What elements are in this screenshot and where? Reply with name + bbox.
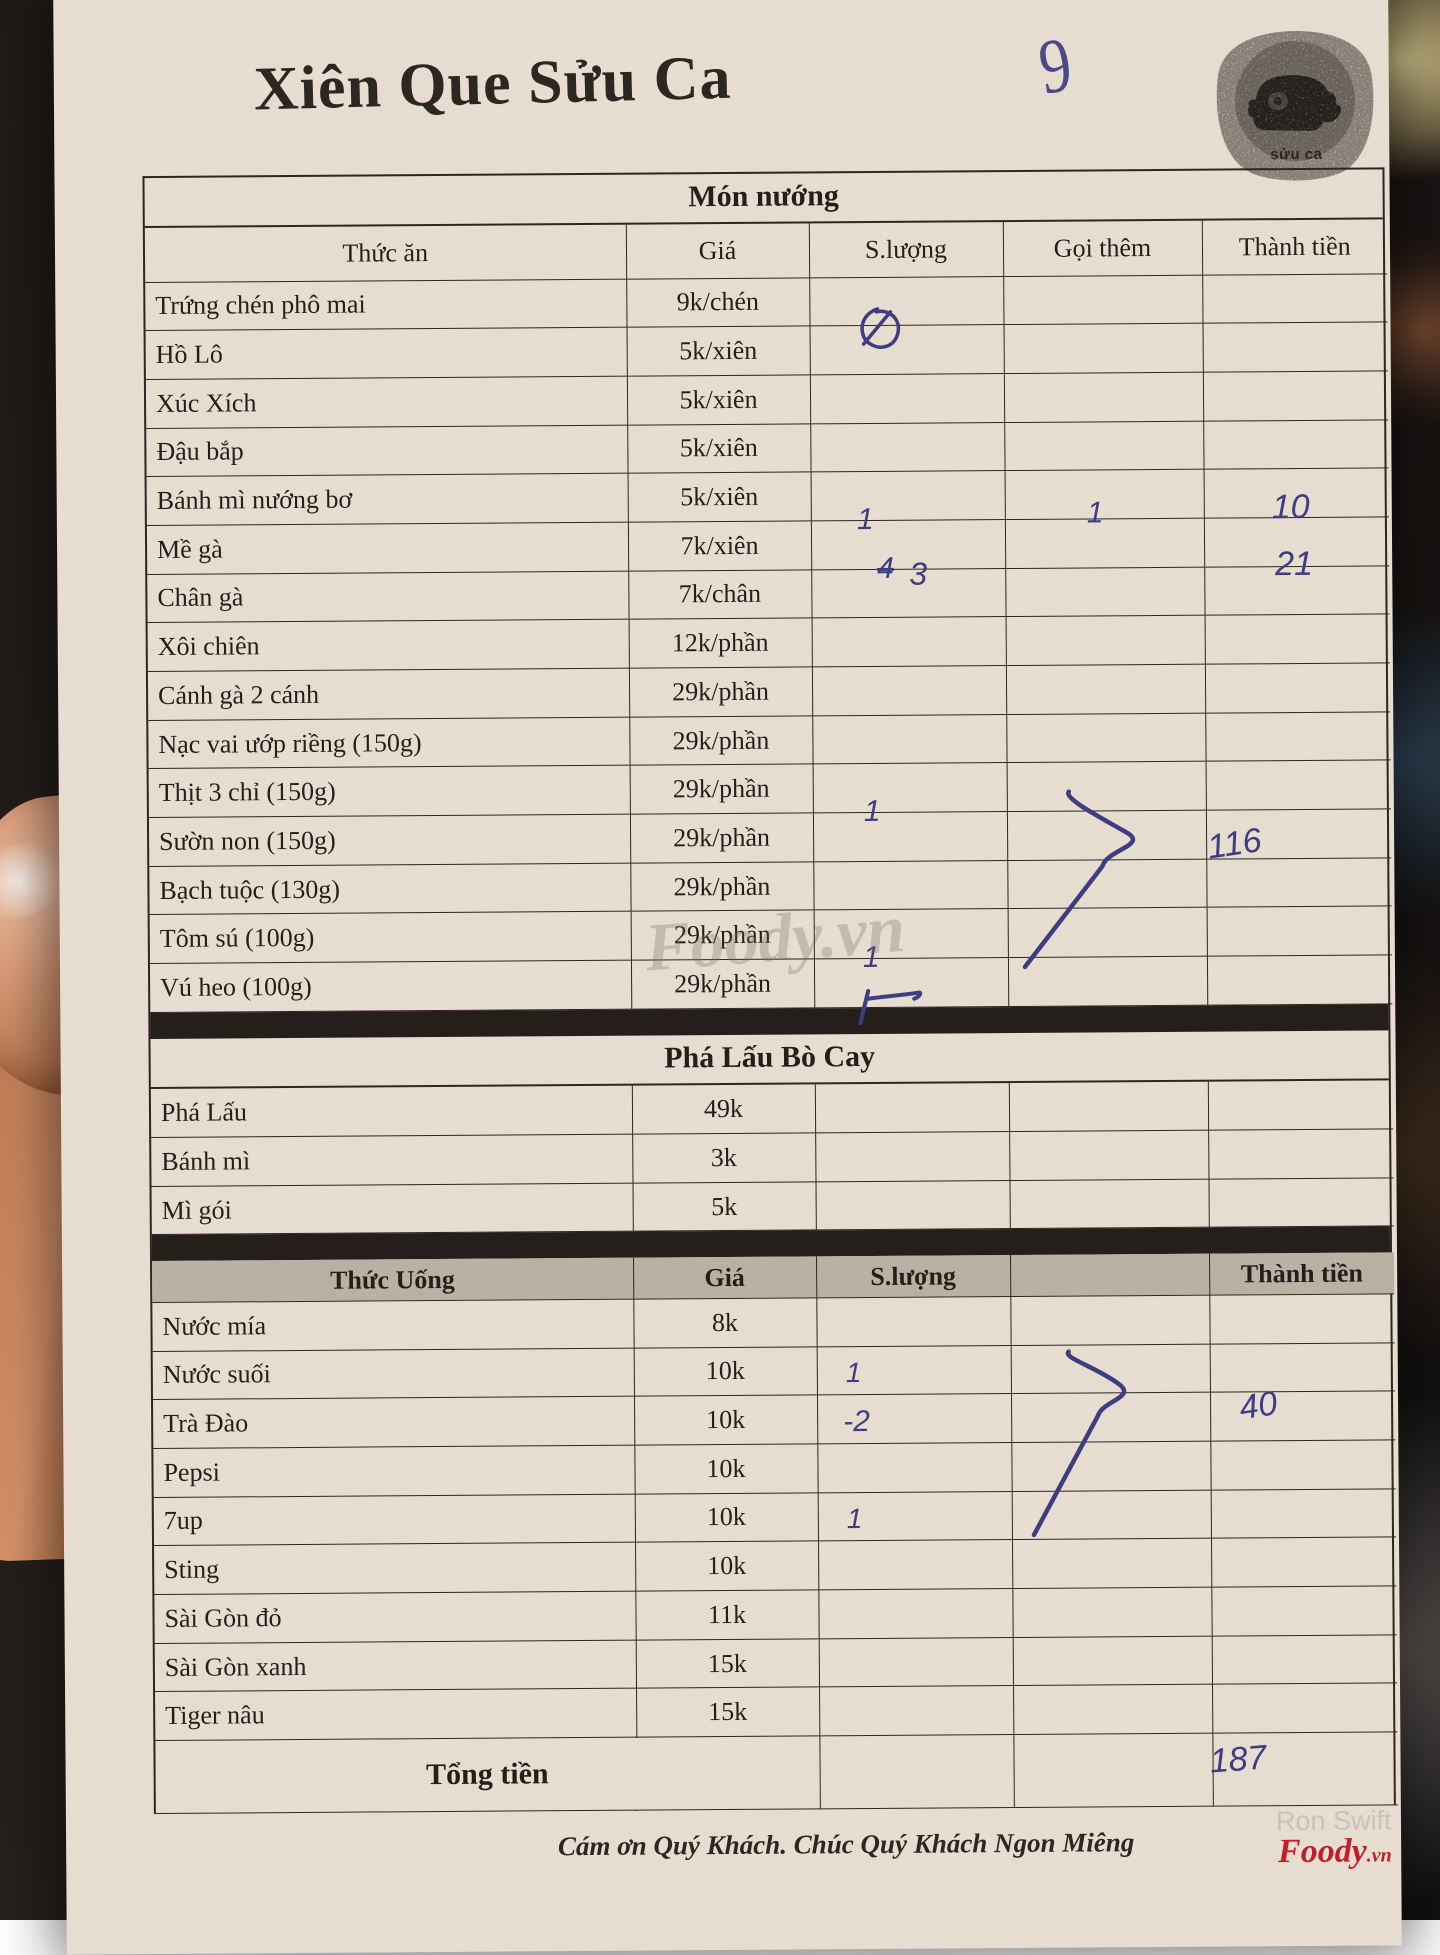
svg-text:187: 187	[1208, 1738, 1269, 1780]
svg-text:40: 40	[1237, 1384, 1280, 1427]
svg-text:116: 116	[1205, 821, 1264, 867]
